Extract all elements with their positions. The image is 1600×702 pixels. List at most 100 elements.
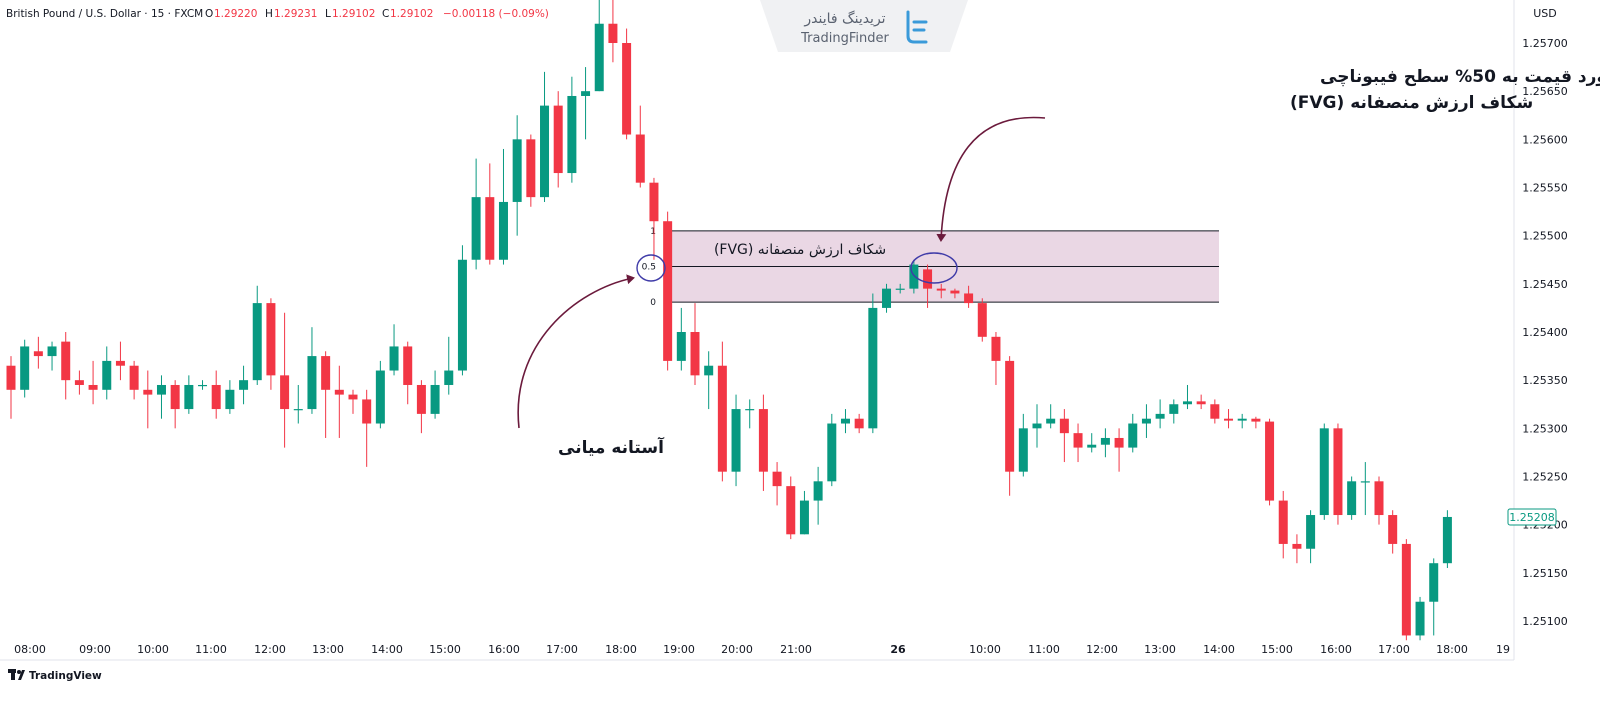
candle-body xyxy=(1360,481,1370,483)
candle-body xyxy=(280,375,290,410)
candle xyxy=(362,389,372,467)
candle xyxy=(1032,404,1042,448)
symbol-name: British Pound / U.S. Dollar · 15 · FXCM xyxy=(6,8,203,20)
candle xyxy=(1018,413,1028,477)
tradingview-logo-icon xyxy=(8,669,25,680)
candle xyxy=(198,380,208,390)
price-tick-label: 1.25250 xyxy=(1522,471,1568,484)
candle-body xyxy=(1182,401,1192,405)
candle-body xyxy=(1442,516,1452,564)
candle-body xyxy=(129,365,139,390)
candle-body xyxy=(88,384,98,390)
fib-half-circle xyxy=(636,254,666,282)
high-value: 1.29231 xyxy=(274,8,317,20)
candle-body xyxy=(731,409,741,472)
price-tick-label: 1.25400 xyxy=(1522,326,1568,339)
candle xyxy=(923,264,933,308)
candle xyxy=(1442,510,1452,569)
candle-body xyxy=(827,423,837,482)
last-price-value: 1.25208 xyxy=(1509,511,1555,524)
candle-body xyxy=(321,356,331,390)
candle-body xyxy=(1155,413,1165,419)
candle xyxy=(895,283,905,294)
price-tick-label: 1.25450 xyxy=(1522,278,1568,291)
candle xyxy=(1347,476,1357,520)
candle xyxy=(1073,423,1083,463)
time-tick-label: 10:00 xyxy=(969,643,1001,656)
candle-body xyxy=(444,370,454,385)
candle-body xyxy=(526,139,536,198)
candle-body xyxy=(950,290,960,294)
candle-body xyxy=(225,389,235,410)
candle xyxy=(786,476,796,540)
change-value: −0.00118 (−0.09%) xyxy=(443,8,549,20)
candle-body xyxy=(512,139,522,202)
candle xyxy=(416,380,426,434)
price-tick-label: 1.25350 xyxy=(1522,374,1568,387)
candle-body xyxy=(430,384,440,414)
close-value: 1.29102 xyxy=(390,8,433,20)
time-axis[interactable]: 08:00 09:00 10:00 11:00 12:00 13:00 14:00 15:00… xyxy=(14,643,1510,656)
candle xyxy=(129,360,139,400)
last-price-tag: 1.25208 xyxy=(1507,508,1557,526)
candle xyxy=(758,394,768,491)
watermark-persian-text: تریدینگ فایندر xyxy=(803,10,885,27)
candle xyxy=(1100,428,1110,458)
candle-body xyxy=(1237,418,1247,421)
candle xyxy=(622,28,632,140)
candle-body xyxy=(1141,418,1151,424)
candle-body xyxy=(156,384,166,395)
candle xyxy=(882,283,892,313)
candle-body xyxy=(1100,437,1110,445)
candle xyxy=(307,327,317,414)
candle xyxy=(403,341,413,405)
candle-body xyxy=(540,105,550,198)
candle-body xyxy=(854,418,864,429)
candle xyxy=(663,211,673,371)
candle xyxy=(1046,404,1056,429)
candle-body xyxy=(758,409,768,472)
candle-body xyxy=(1278,500,1288,544)
candle xyxy=(211,370,221,419)
candle-body xyxy=(403,346,413,385)
candle-body xyxy=(1374,481,1384,516)
candle-body xyxy=(1087,444,1097,448)
candle-body xyxy=(1333,428,1343,516)
candle xyxy=(20,339,30,398)
candle-body xyxy=(1347,481,1357,516)
candle-body xyxy=(6,365,16,390)
candle xyxy=(799,490,809,535)
candle-body xyxy=(1292,543,1302,549)
candle-body xyxy=(1415,601,1425,636)
candle xyxy=(33,336,43,369)
time-tick-label: 13:00 xyxy=(312,643,344,656)
candle-body xyxy=(745,409,755,411)
candle xyxy=(430,370,440,419)
candle-body xyxy=(772,471,782,487)
price-axis[interactable]: 1.25700 1.25650 1.25600 1.25550 1.25500 1.254… xyxy=(1522,37,1568,628)
time-tick-label: 12:00 xyxy=(254,643,286,656)
candle-body xyxy=(936,288,946,291)
candle xyxy=(1306,510,1316,564)
candle xyxy=(170,380,180,429)
candle-body xyxy=(1388,515,1398,544)
candle xyxy=(745,399,755,429)
price-tick-label: 1.25700 xyxy=(1522,37,1568,50)
time-tick-label: 15:00 xyxy=(429,643,461,656)
candle xyxy=(471,158,481,270)
candle xyxy=(239,365,249,405)
candle xyxy=(1265,418,1275,506)
currency-label: USD xyxy=(1533,7,1557,20)
candle xyxy=(225,380,235,414)
candle xyxy=(594,0,604,92)
candle xyxy=(293,384,303,424)
candle-body xyxy=(102,360,112,390)
candle xyxy=(1196,394,1206,410)
candle xyxy=(690,303,700,385)
candle-body xyxy=(676,332,686,361)
candle-body xyxy=(170,384,180,410)
time-tick-label: 16:00 xyxy=(1320,643,1352,656)
candle xyxy=(252,285,262,385)
candle xyxy=(498,148,508,265)
